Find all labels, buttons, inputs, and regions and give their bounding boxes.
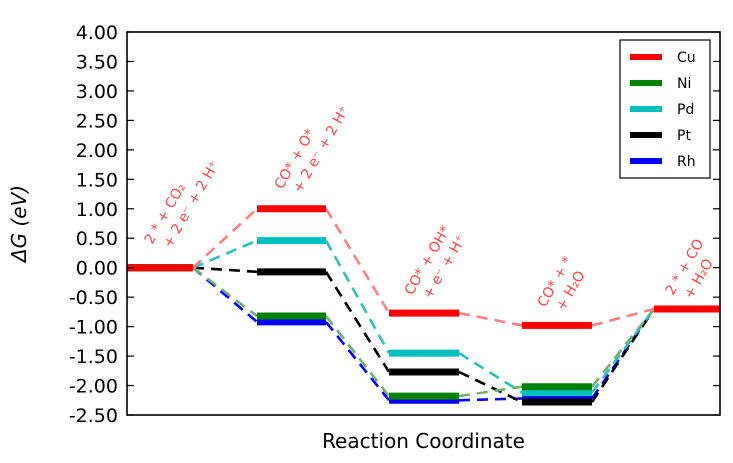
connector-cu — [192, 207, 258, 269]
y-tick-label: -1.00 — [69, 317, 118, 339]
y-tick-label: 0.00 — [76, 258, 118, 280]
connector-pd — [590, 308, 656, 394]
connector-rh — [458, 397, 523, 402]
y-tick-label: 0.50 — [76, 228, 118, 250]
connector-pt — [590, 308, 656, 403]
connector-ni — [590, 308, 656, 388]
legend-label-cu: Cu — [677, 50, 696, 66]
plot-frame — [126, 31, 721, 416]
y-tick-label: 1.00 — [76, 199, 118, 221]
connector-pt — [458, 370, 523, 404]
y-tick-label: 1.50 — [76, 169, 118, 191]
y-tick-label: -2.00 — [69, 376, 118, 398]
y-tick-label: 3.00 — [76, 81, 118, 103]
y-tick-label: 4.00 — [76, 22, 118, 44]
legend-label-pd: Pd — [677, 102, 694, 118]
y-tick-label: -0.50 — [69, 287, 118, 309]
connector-rh — [192, 266, 258, 323]
connector-pd — [324, 239, 391, 354]
state-label: CO* + *+ H₂O — [535, 254, 589, 314]
connector-ni — [458, 385, 523, 398]
connector-pt — [324, 271, 391, 373]
state-label: 2 * + CO₂+ 2 e⁻ + 2 H⁺ — [142, 158, 223, 250]
y-tick-label: 2.00 — [76, 140, 118, 162]
connector-layer — [192, 207, 656, 404]
y-tick-label: -2.50 — [69, 405, 118, 427]
y-tick-label: 2.50 — [76, 110, 118, 132]
y-tick-label: 3.50 — [76, 51, 118, 73]
connector-rh — [324, 321, 391, 402]
level-layer — [127, 205, 720, 406]
connector-pd — [458, 352, 523, 394]
connector-pd — [192, 239, 258, 269]
connector-cu — [458, 311, 523, 327]
state-label: CO* + OH*+ e⁻ + H⁺ — [402, 223, 470, 301]
connector-cu — [591, 307, 655, 327]
connector-pt — [192, 266, 258, 274]
legend-label-ni: Ni — [677, 76, 691, 92]
y-axis: 4.00 3.50 3.00 2.50 2.00 1.50 1.00 0.50 0.00 -0.5… — [69, 22, 720, 427]
legend-label-rh: Rh — [677, 154, 696, 170]
connector-cu — [324, 208, 391, 314]
x-axis-label: Reaction Coordinate — [322, 429, 525, 453]
legend: Cu Ni Pd Pt Rh — [619, 39, 711, 179]
y-axis-label: ΔG (eV) — [7, 185, 31, 264]
state-label: 2 * + CO+ H₂O — [663, 236, 717, 301]
legend-label-pt: Pt — [677, 128, 691, 144]
y-tick-label: -1.50 — [69, 346, 118, 368]
state-label: CO* + O*+ 2 e⁻ + 2 H⁺ — [272, 103, 353, 195]
connector-ni — [192, 266, 258, 318]
